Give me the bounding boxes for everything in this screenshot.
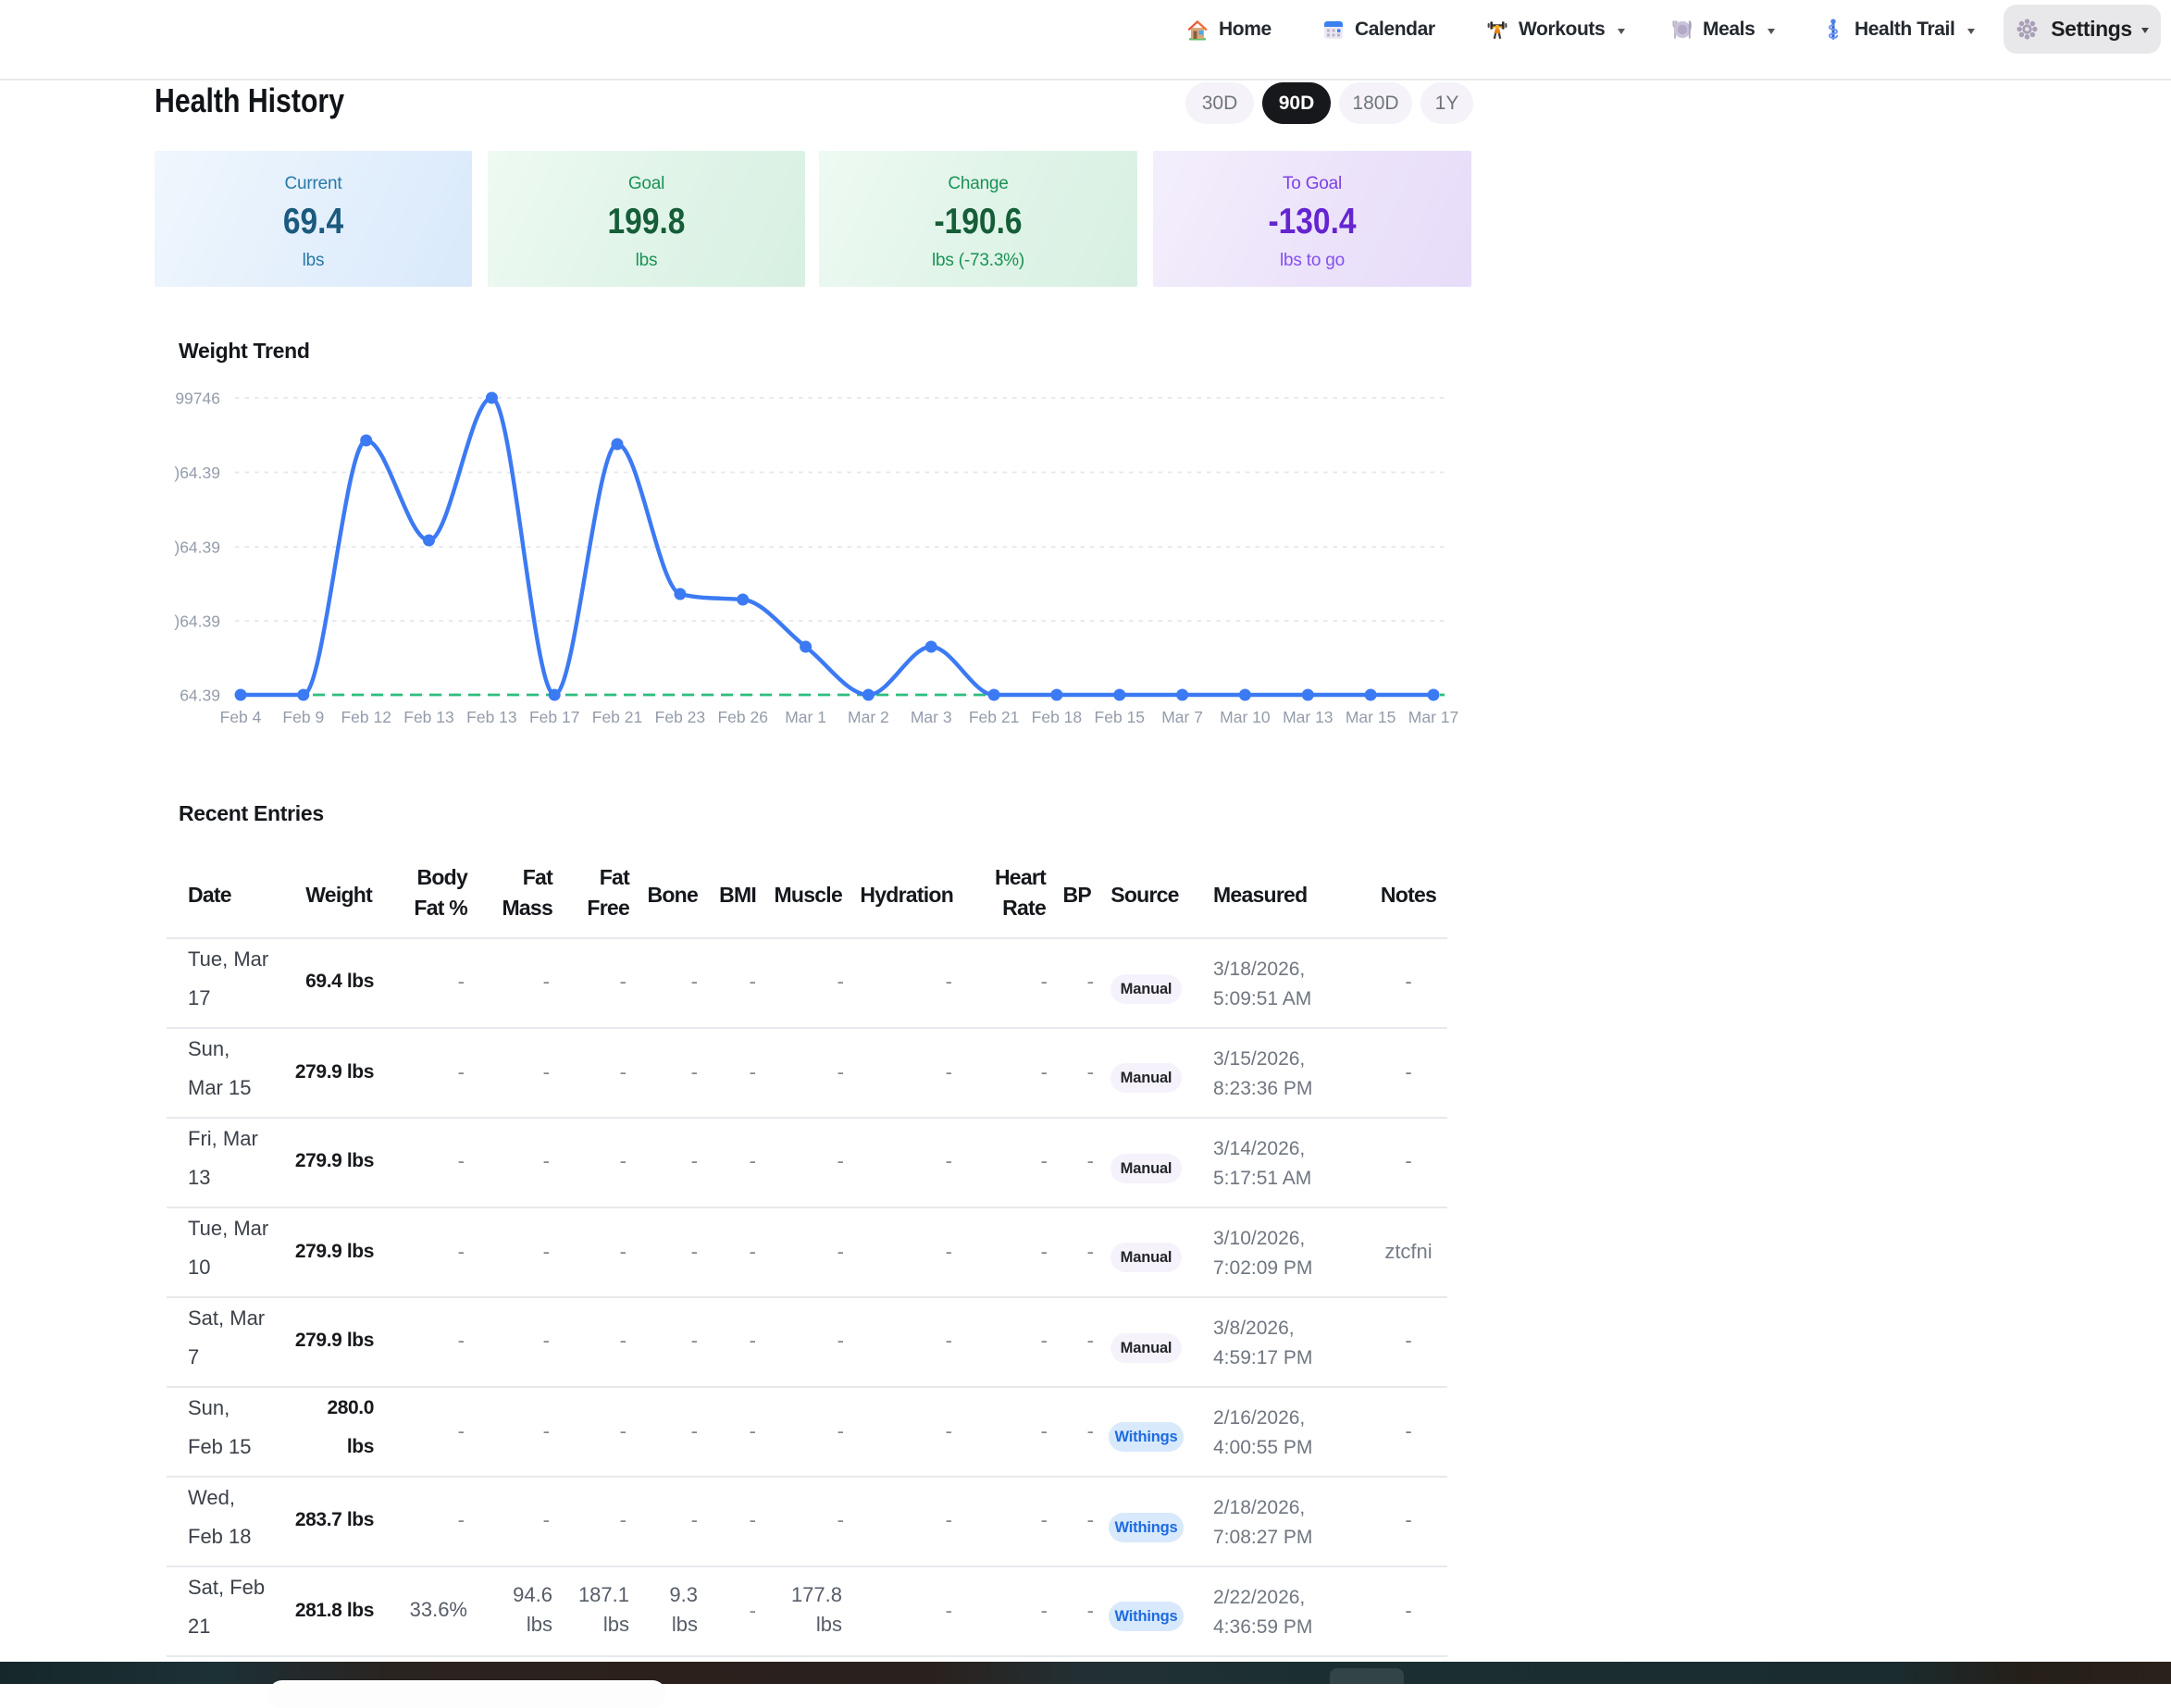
svg-text:Feb 17: Feb 17 <box>529 708 579 726</box>
svg-text:Mar 1: Mar 1 <box>785 708 826 726</box>
svg-text:)64.39: )64.39 <box>174 613 220 631</box>
svg-text:Feb 4: Feb 4 <box>220 708 262 726</box>
svg-text:Feb 13: Feb 13 <box>466 708 516 726</box>
svg-text:Mar 2: Mar 2 <box>848 708 889 726</box>
svg-text:Mar 15: Mar 15 <box>1346 708 1396 726</box>
svg-text:Feb 18: Feb 18 <box>1032 708 1082 726</box>
svg-text:)64.39: )64.39 <box>174 464 220 482</box>
svg-text:Mar 3: Mar 3 <box>911 708 952 726</box>
svg-text:64.39: 64.39 <box>180 687 220 705</box>
svg-text:Feb 15: Feb 15 <box>1095 708 1145 726</box>
svg-text:Feb 9: Feb 9 <box>282 708 324 726</box>
svg-text:99746: 99746 <box>175 390 220 408</box>
svg-text:Feb 12: Feb 12 <box>341 708 391 726</box>
svg-text:Mar 7: Mar 7 <box>1161 708 1203 726</box>
svg-text:Mar 17: Mar 17 <box>1408 708 1458 726</box>
svg-text:Feb 26: Feb 26 <box>717 708 767 726</box>
svg-text:Feb 23: Feb 23 <box>655 708 705 726</box>
svg-text:)64.39: )64.39 <box>174 538 220 557</box>
svg-text:Mar 13: Mar 13 <box>1283 708 1333 726</box>
svg-text:Feb 21: Feb 21 <box>969 708 1019 726</box>
svg-text:Feb 13: Feb 13 <box>403 708 453 726</box>
svg-text:Feb 21: Feb 21 <box>592 708 642 726</box>
svg-text:Mar 10: Mar 10 <box>1220 708 1271 726</box>
